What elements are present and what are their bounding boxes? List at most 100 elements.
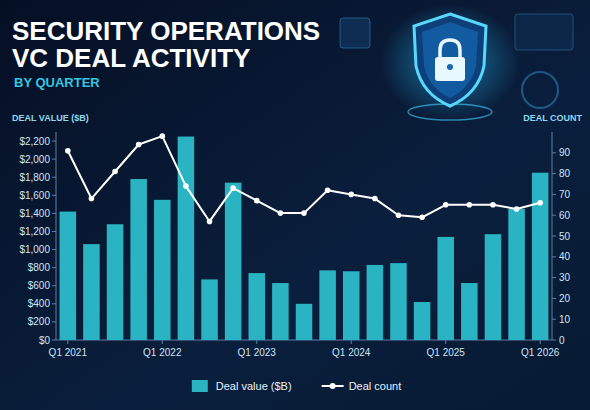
x-tick-label: Q1 2025 <box>427 347 466 358</box>
bar <box>485 234 502 340</box>
y2-tick-label: 0 <box>559 335 565 346</box>
chart: SECURITY OPERATIONSVC DEAL ACTIVITY BY QU… <box>0 0 590 410</box>
y-tick <box>52 285 56 286</box>
y2-tick <box>552 319 556 320</box>
legend-label: Deal count <box>349 380 402 392</box>
bar <box>367 265 384 340</box>
y2-tick <box>552 215 556 216</box>
x-tick <box>445 340 446 344</box>
bar <box>107 224 124 340</box>
line-marker <box>348 192 354 198</box>
line-marker <box>159 133 165 139</box>
y2-tick-label: 40 <box>559 251 571 262</box>
y2-tick-label: 10 <box>559 314 571 325</box>
bar <box>319 270 336 340</box>
bar <box>201 279 218 340</box>
lock-shackle <box>440 40 460 58</box>
y-tick <box>52 213 56 214</box>
y-tick <box>52 231 56 232</box>
y-tick <box>52 321 56 322</box>
line-marker <box>183 183 189 189</box>
legend: Deal value ($B) Deal count <box>192 380 401 392</box>
y-tick <box>52 177 56 178</box>
y2-tick-label: 30 <box>559 272 571 283</box>
y2-tick-label: 60 <box>559 210 571 221</box>
y2-tick-label: 70 <box>559 189 571 200</box>
legend-item: Deal count <box>322 380 402 392</box>
bar <box>414 302 431 340</box>
x-tick-label: Q1 2024 <box>332 347 371 358</box>
legend-label: Deal value ($B) <box>216 380 292 392</box>
bar <box>437 237 454 340</box>
y2-tick-label: 50 <box>559 231 571 242</box>
page: {"chart_data": { "type": "bar", "title":… <box>0 0 590 410</box>
y2-tick <box>552 256 556 257</box>
x-tick-label: Q1 2026 <box>521 347 560 358</box>
deco-ring <box>522 72 558 108</box>
bar <box>178 137 195 340</box>
y-tick <box>52 159 56 160</box>
bar <box>343 271 360 340</box>
x-tick <box>540 340 541 344</box>
y2-tick-label: 80 <box>559 168 571 179</box>
bar <box>461 283 478 340</box>
legend-marker <box>330 383 336 389</box>
line-marker <box>136 142 142 148</box>
y-tick <box>52 303 56 304</box>
lock-body <box>435 57 465 81</box>
y2-tick <box>552 173 556 174</box>
bar <box>508 209 525 340</box>
y2-tick <box>552 277 556 278</box>
line-marker <box>467 202 473 208</box>
bar <box>296 304 313 340</box>
y-tick-label: $1,600 <box>19 190 50 201</box>
line-marker <box>301 210 307 216</box>
y-tick-label: $800 <box>28 262 51 273</box>
y-tick-label: $1,200 <box>19 226 50 237</box>
y-tick-label: $2,000 <box>19 154 50 165</box>
y-tick-label: $1,400 <box>19 208 50 219</box>
y-tick-label: $2,200 <box>19 136 50 147</box>
background <box>0 0 590 410</box>
shield <box>414 14 486 106</box>
x-tick-label: Q1 2022 <box>143 347 182 358</box>
y-tick <box>52 249 56 250</box>
line-marker <box>514 206 520 212</box>
y-axis-line <box>56 132 57 340</box>
bar <box>225 183 242 340</box>
line-marker <box>65 148 71 154</box>
legend-item: Deal value ($B) <box>192 380 292 392</box>
y-tick <box>52 195 56 196</box>
line-marker <box>89 196 95 202</box>
x-tick <box>67 340 68 344</box>
y-tick <box>52 141 56 142</box>
subtitle: BY QUARTER <box>14 75 100 90</box>
lock-hole <box>447 64 453 70</box>
legend-swatch <box>192 380 208 392</box>
shield-inner <box>422 22 478 98</box>
y2-tick <box>552 194 556 195</box>
shield-glow <box>380 4 520 120</box>
line-marker <box>112 169 118 175</box>
line <box>68 136 540 221</box>
line-marker <box>396 212 402 218</box>
line-marker <box>278 210 284 216</box>
y-tick-label: $1,800 <box>19 172 50 183</box>
bar <box>248 273 265 340</box>
y2-tick <box>552 152 556 153</box>
y-tick-label: $200 <box>28 316 51 327</box>
y2-tick <box>552 236 556 237</box>
y-axis-title: DEAL VALUE ($B) <box>12 113 89 123</box>
y-tick <box>52 340 56 341</box>
line-marker <box>443 202 449 208</box>
bar <box>154 200 171 340</box>
deco-panel <box>340 18 370 48</box>
bar <box>130 179 147 340</box>
bar <box>272 283 289 340</box>
bar <box>83 244 100 340</box>
line-marker <box>230 185 236 191</box>
title: SECURITY OPERATIONSVC DEAL ACTIVITY <box>12 16 320 73</box>
title-line: SECURITY OPERATIONS <box>12 16 320 46</box>
title-line: VC DEAL ACTIVITY <box>12 43 250 73</box>
y2-axis-title: DEAL COUNT <box>523 113 582 123</box>
